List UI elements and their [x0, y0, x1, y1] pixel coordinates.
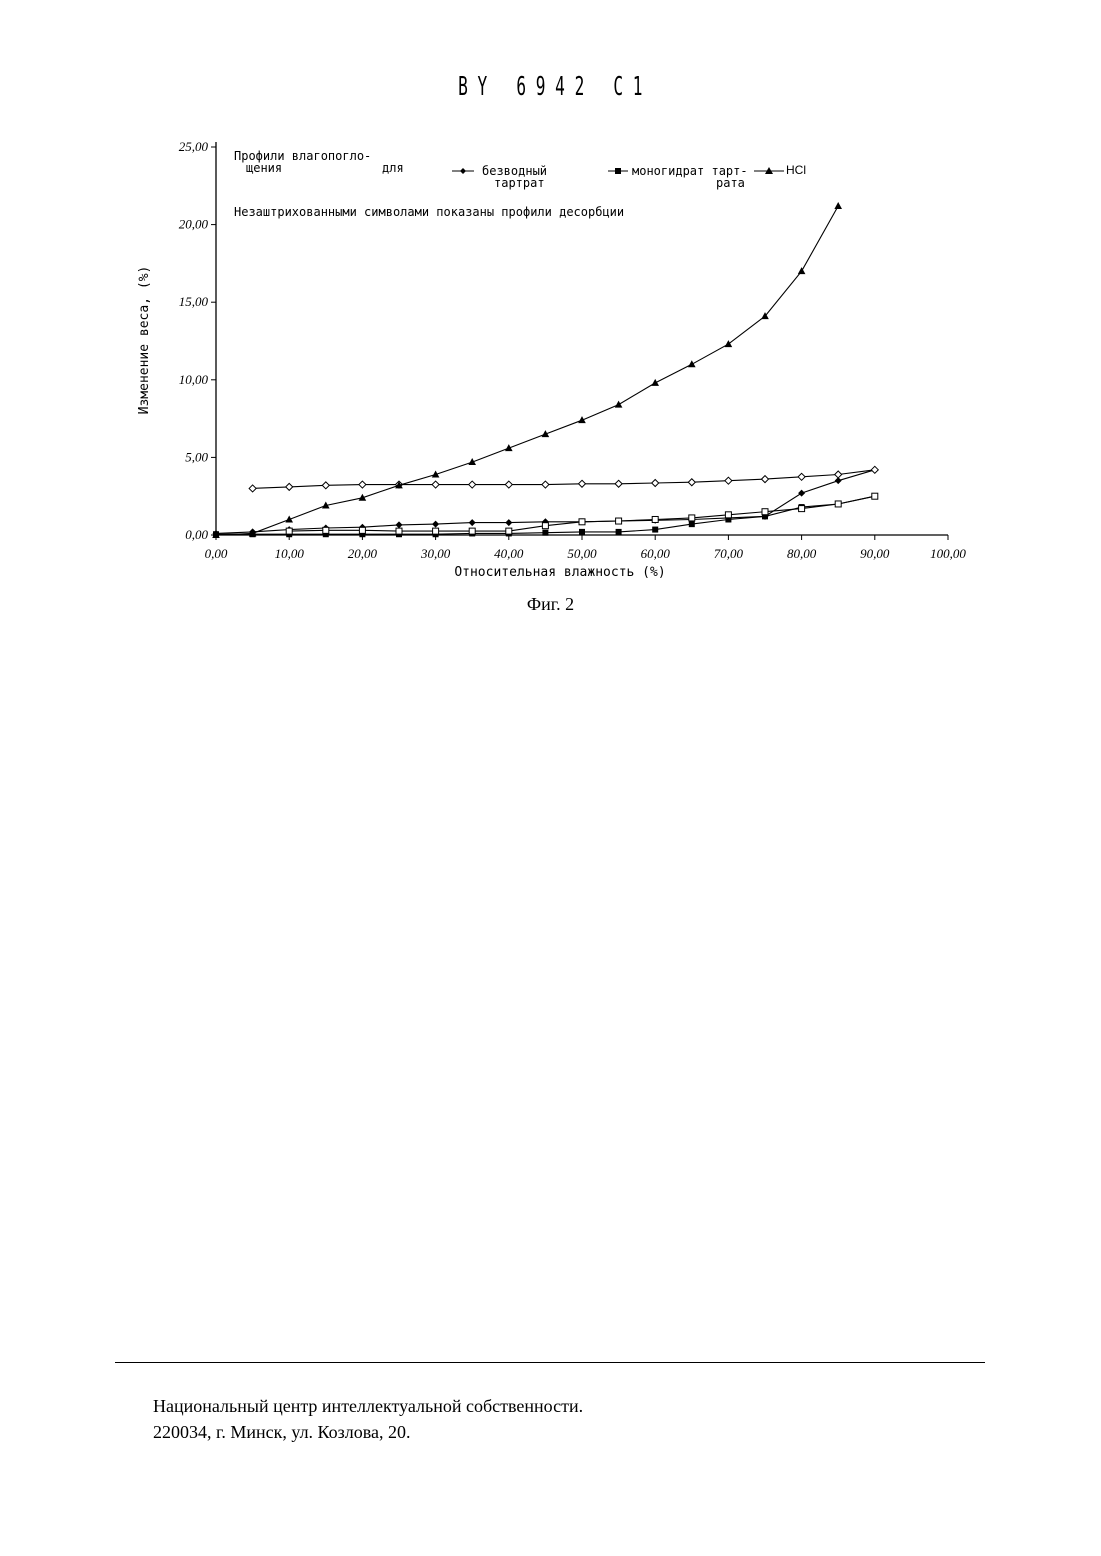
data-point-square-filled [652, 527, 658, 533]
x-tick-label: 80,00 [787, 546, 817, 561]
data-point-square-open [799, 506, 805, 512]
data-point-diamond-open [359, 481, 366, 488]
data-point-square-open [689, 515, 695, 521]
y-tick-label: 15,00 [179, 294, 209, 309]
data-point-square-open [616, 518, 622, 524]
data-point-square-open [872, 493, 878, 499]
legend-title-line2: щения [246, 161, 282, 175]
data-point-triangle-filled [834, 202, 842, 209]
x-tick-label: 100,00 [930, 546, 966, 561]
data-point-diamond-filled [505, 519, 512, 526]
chart-annotation: Незаштрихованными символами показаны про… [234, 205, 624, 219]
data-point-square-open [652, 516, 658, 522]
data-point-square-open [506, 528, 512, 534]
data-point-diamond-open [762, 476, 769, 483]
x-tick-label: 0,00 [205, 546, 228, 561]
data-point-diamond-filled [469, 519, 476, 526]
y-tick-label: 5,00 [185, 449, 208, 464]
x-tick-label: 70,00 [714, 546, 744, 561]
data-point-square-open [323, 527, 329, 533]
y-axis-title: Изменение веса, (%) [137, 266, 152, 415]
moisture-sorption-chart: 0,00 10,00 20,00 30,00 40,00 50,00 60,00 70,00 8… [130, 130, 970, 600]
y-ticks: 0,00 5,00 10,00 15,00 20,00 25,00 [179, 139, 216, 542]
data-point-diamond-open [322, 482, 329, 489]
x-tick-label: 30,00 [420, 546, 451, 561]
data-point-square-open [359, 527, 365, 533]
footer: Национальный центр интеллектуальной собс… [153, 1393, 583, 1445]
footer-divider [115, 1362, 985, 1363]
data-point-triangle-filled [725, 340, 733, 347]
data-point-square-open [725, 512, 731, 518]
legend-marker-diamond-filled [460, 168, 466, 174]
data-point-square-open [469, 528, 475, 534]
data-point-diamond-open [249, 485, 256, 492]
x-tick-label: 10,00 [275, 546, 305, 561]
x-tick-label: 60,00 [641, 546, 671, 561]
x-tick-label: 50,00 [567, 546, 597, 561]
legend-label-monohydrate-line2: рата [716, 176, 745, 190]
data-point-square-open [835, 501, 841, 507]
series-layer [212, 202, 878, 538]
y-tick-label: 25,00 [179, 139, 209, 154]
footer-line-2: 220034, г. Минск, ул. Козлова, 20. [153, 1419, 583, 1445]
data-point-square-open [579, 519, 585, 525]
document-number-header: B Y 6 9 4 2 C 1 [209, 72, 892, 102]
chart-svg: 0,00 10,00 20,00 30,00 40,00 50,00 60,00 70,00 8… [130, 130, 970, 600]
x-tick-label: 90,00 [860, 546, 890, 561]
x-tick-label: 40,00 [494, 546, 524, 561]
figure-caption: Фиг. 2 [0, 594, 1101, 615]
data-point-square-filled [542, 530, 548, 536]
legend-for-word: для [382, 161, 404, 175]
data-point-diamond-open [286, 483, 293, 490]
data-point-square-open [396, 528, 402, 534]
data-point-diamond-open [798, 473, 805, 480]
data-point-square-filled [616, 529, 622, 535]
data-point-diamond-filled [396, 521, 403, 528]
data-point-triangle-filled [615, 401, 623, 408]
x-tick-label: 20,00 [348, 546, 378, 561]
data-point-square-filled [579, 529, 585, 535]
data-point-diamond-open [688, 479, 695, 486]
data-point-square-open [286, 528, 292, 534]
data-point-square-open [762, 509, 768, 515]
legend-marker-square-filled [615, 168, 621, 174]
data-point-diamond-open [725, 477, 732, 484]
y-tick-label: 10,00 [179, 372, 209, 387]
data-point-diamond-open [505, 481, 512, 488]
data-point-diamond-open [542, 481, 549, 488]
data-point-square-open [433, 528, 439, 534]
data-point-diamond-filled [798, 490, 805, 497]
footer-line-1: Национальный центр интеллектуальной собс… [153, 1393, 583, 1419]
data-point-diamond-open [835, 471, 842, 478]
data-point-diamond-open [469, 481, 476, 488]
data-point-triangle-filled [688, 360, 696, 367]
data-point-diamond-open [579, 480, 586, 487]
legend-label-anhydrous-line2: тартрат [494, 176, 545, 190]
data-point-square-open [542, 523, 548, 529]
data-point-diamond-filled [432, 521, 439, 528]
data-point-diamond-open [615, 480, 622, 487]
legend: Профили влагопогло- щения для безводный … [234, 149, 806, 219]
data-point-square-filled [689, 521, 695, 527]
y-tick-label: 0,00 [185, 527, 208, 542]
data-point-triangle-filled [798, 267, 806, 274]
legend-label-hcl: HCl [786, 163, 806, 177]
data-point-diamond-open [871, 466, 878, 473]
series-line-1 [253, 470, 875, 489]
data-point-diamond-open [652, 480, 659, 487]
x-ticks: 0,00 10,00 20,00 30,00 40,00 50,00 60,00 70,00 8… [205, 535, 967, 561]
y-tick-label: 20,00 [179, 217, 209, 232]
data-point-diamond-open [432, 481, 439, 488]
x-axis-title: Относительная влажность (%) [454, 565, 665, 580]
data-point-triangle-filled [651, 379, 659, 386]
